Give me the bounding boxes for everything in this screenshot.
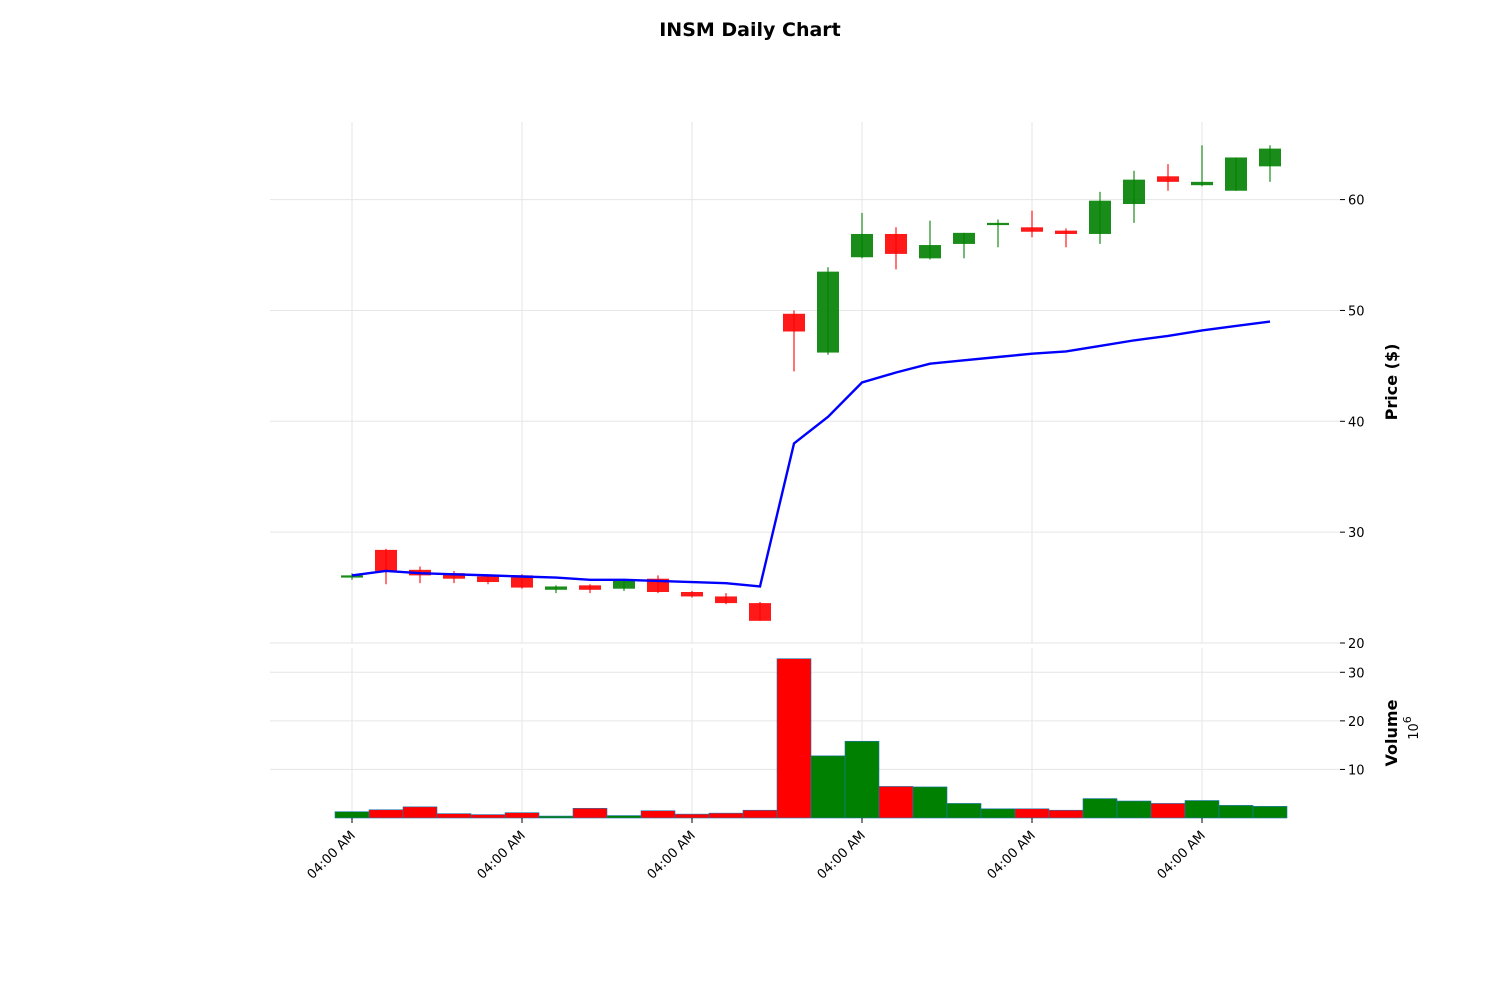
price-tick-label: 30 [1348, 526, 1365, 541]
volume-bar [946, 803, 982, 819]
candle-body [443, 573, 465, 579]
volume-bar [1014, 808, 1050, 819]
volume-bar [368, 809, 404, 819]
volume-bar [606, 815, 642, 819]
candle-body [1225, 157, 1247, 191]
candle-body [579, 585, 601, 590]
volume-bar [402, 806, 438, 819]
candle-body [1157, 176, 1179, 182]
x-tick-label: 04:00 AM [1155, 828, 1209, 882]
volume-bar [912, 786, 948, 819]
candle-body [1123, 179, 1145, 205]
volume-exponent-base: 10 [1407, 723, 1422, 740]
x-tick-label: 04:00 AM [475, 828, 529, 882]
candle-body [919, 245, 941, 259]
moving-average-line [351, 320, 1271, 588]
volume-bar [1150, 803, 1186, 819]
volume-bar [1082, 798, 1118, 819]
volume-bar [1048, 809, 1084, 819]
candle-body [987, 222, 1009, 226]
x-tick-label: 04:00 AM [645, 828, 699, 882]
candle-body [545, 586, 567, 590]
x-tick-label: 04:00 AM [305, 828, 359, 882]
chart-title: INSM Daily Chart [659, 19, 841, 41]
volume-bar [878, 786, 914, 819]
price-tick-label: 50 [1348, 304, 1365, 319]
candle-body [885, 233, 907, 254]
candle-body [511, 575, 533, 588]
volume-bar [980, 808, 1016, 819]
candle-body [341, 575, 363, 578]
price-tick-label: 60 [1348, 194, 1365, 209]
volume-bar [1218, 805, 1254, 819]
volume-exponent-label: 106 [1401, 716, 1422, 740]
volume-bar [538, 815, 574, 819]
volume-tick-label: 30 [1348, 666, 1365, 681]
volume-bar [1184, 800, 1220, 819]
volume-bar [742, 809, 778, 819]
volume-bar [1116, 800, 1152, 819]
volume-exponent-power: 6 [1401, 716, 1414, 723]
volume-bar [504, 812, 540, 819]
candle-body [817, 271, 839, 353]
volume-bar [674, 813, 710, 819]
candle-body [1191, 181, 1213, 186]
candle-body [953, 232, 975, 244]
x-tick-label: 04:00 AM [985, 828, 1039, 882]
candle-body [1055, 230, 1077, 234]
volume-axis-label: Volume [1382, 699, 1401, 766]
candle-body [1021, 227, 1043, 232]
candle-body [783, 313, 805, 332]
x-tick-label: 04:00 AM [815, 828, 869, 882]
price-tick-label: 20 [1348, 637, 1365, 652]
candle-body [681, 592, 703, 597]
volume-bars [334, 658, 1288, 819]
moving-average [351, 320, 1271, 588]
candle-body [1259, 148, 1281, 167]
volume-bar [436, 813, 472, 819]
volume-bar [470, 814, 506, 819]
candle-body [749, 603, 771, 621]
candle-body [851, 233, 873, 258]
candle-body [613, 579, 635, 589]
volume-bar [640, 810, 676, 819]
volume-bar [1252, 806, 1288, 819]
candles [341, 145, 1281, 621]
candle-body [477, 576, 499, 583]
volume-bar [334, 811, 370, 819]
price-axis-label: Price ($) [1382, 344, 1401, 421]
candle-body [715, 596, 737, 604]
price-tick-label: 40 [1348, 415, 1365, 430]
volume-tick-label: 10 [1348, 763, 1365, 778]
volume-bar [810, 755, 846, 819]
volume-tick-label: 20 [1348, 715, 1365, 730]
volume-bar [776, 658, 812, 819]
candle-body [1089, 200, 1111, 234]
svg-text:106: 106 [1401, 716, 1422, 740]
volume-bar [708, 812, 744, 819]
candle-body [375, 549, 397, 571]
volume-bar [572, 807, 608, 819]
volume-bar [844, 740, 880, 819]
